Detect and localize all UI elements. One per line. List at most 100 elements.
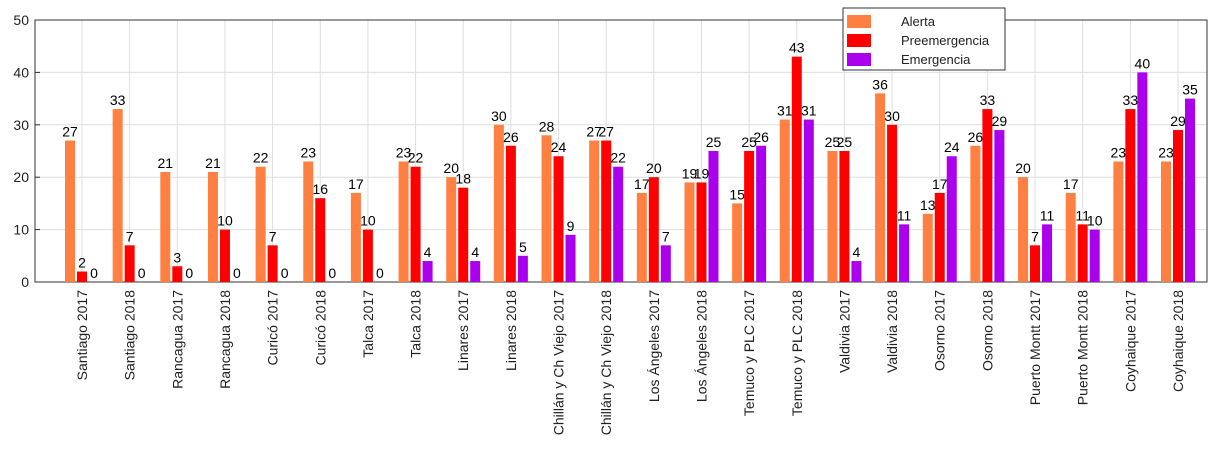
data-label: 29 bbox=[992, 113, 1008, 129]
x-tick-label: Linares 2018 bbox=[503, 290, 519, 371]
data-label: 0 bbox=[376, 265, 384, 281]
bar bbox=[565, 234, 576, 282]
data-label: 21 bbox=[158, 155, 174, 171]
bar bbox=[470, 261, 481, 282]
data-label: 33 bbox=[1123, 92, 1139, 108]
x-tick-label: Linares 2017 bbox=[455, 290, 471, 371]
data-label: 17 bbox=[1063, 176, 1079, 192]
bar bbox=[1089, 229, 1100, 282]
legend-label: Alerta bbox=[901, 14, 936, 29]
data-label: 17 bbox=[634, 176, 650, 192]
bar bbox=[994, 130, 1005, 282]
bar bbox=[982, 109, 993, 282]
data-label: 16 bbox=[312, 181, 328, 197]
y-tick-label: 30 bbox=[13, 117, 29, 133]
data-label: 5 bbox=[519, 239, 527, 255]
bar bbox=[660, 245, 671, 282]
data-label: 7 bbox=[662, 228, 670, 244]
data-label: 10 bbox=[1087, 213, 1103, 229]
data-label: 30 bbox=[884, 108, 900, 124]
bar bbox=[493, 124, 504, 282]
data-label: 0 bbox=[138, 265, 146, 281]
bar bbox=[696, 182, 707, 282]
bar bbox=[255, 166, 266, 282]
data-label: 25 bbox=[837, 134, 853, 150]
bar bbox=[803, 119, 814, 282]
bar bbox=[207, 171, 218, 282]
bar bbox=[505, 145, 516, 282]
bar bbox=[791, 56, 802, 283]
bar bbox=[267, 245, 278, 282]
data-label: 23 bbox=[300, 144, 316, 160]
bar bbox=[160, 171, 171, 282]
data-label: 23 bbox=[1158, 144, 1174, 160]
bar bbox=[1185, 98, 1195, 282]
y-tick-label: 40 bbox=[13, 64, 29, 80]
bar bbox=[827, 151, 838, 282]
x-tick-label: Rancagua 2018 bbox=[217, 290, 233, 389]
x-tick-label: Coyhaique 2017 bbox=[1122, 290, 1138, 392]
bar bbox=[219, 229, 230, 282]
data-label: 4 bbox=[853, 244, 861, 260]
x-tick-label: Rancagua 2017 bbox=[169, 290, 185, 389]
data-label: 2 bbox=[78, 255, 86, 271]
data-label: 22 bbox=[610, 150, 626, 166]
data-label: 15 bbox=[729, 186, 745, 202]
x-tick-label: Curicó 2018 bbox=[312, 290, 328, 366]
x-tick-label: Coyhaique 2018 bbox=[1170, 290, 1186, 392]
x-tick-label: Chillán y Ch Viejo 2017 bbox=[551, 290, 567, 435]
x-tick-label: Curicó 2017 bbox=[265, 290, 281, 366]
data-label: 13 bbox=[920, 197, 936, 213]
bar bbox=[517, 255, 528, 282]
bar bbox=[601, 140, 612, 282]
y-tick-label: 20 bbox=[13, 169, 29, 185]
x-tick-label: Valdivia 2018 bbox=[884, 290, 900, 373]
bar bbox=[744, 151, 755, 282]
x-tick-label: Puerto Montt 2018 bbox=[1075, 290, 1091, 405]
data-label: 26 bbox=[968, 129, 984, 145]
data-label: 20 bbox=[646, 160, 662, 176]
legend-swatch bbox=[847, 53, 871, 66]
data-label: 35 bbox=[1182, 82, 1198, 98]
data-label: 10 bbox=[217, 213, 233, 229]
data-label: 20 bbox=[1015, 160, 1031, 176]
data-label: 11 bbox=[1075, 207, 1090, 223]
data-label: 23 bbox=[396, 144, 412, 160]
data-label: 20 bbox=[443, 160, 459, 176]
x-tick-label: Chillán y Ch Viejo 2018 bbox=[598, 290, 614, 435]
data-label: 26 bbox=[753, 129, 769, 145]
bar bbox=[1018, 177, 1029, 282]
bar bbox=[315, 198, 326, 282]
bar bbox=[458, 187, 469, 282]
data-label: 22 bbox=[253, 150, 269, 166]
data-label: 27 bbox=[586, 124, 602, 140]
x-tick-label: Osorno 2018 bbox=[979, 290, 995, 371]
bar bbox=[613, 166, 624, 282]
x-tick-label: Temuco y PLC 2017 bbox=[741, 290, 757, 416]
bar bbox=[875, 93, 886, 282]
bar bbox=[541, 135, 552, 282]
x-tick-label: Osorno 2017 bbox=[932, 290, 948, 371]
data-label: 40 bbox=[1135, 55, 1151, 71]
bar bbox=[124, 245, 135, 282]
data-label: 7 bbox=[269, 228, 277, 244]
data-label: 10 bbox=[360, 213, 376, 229]
data-label: 36 bbox=[872, 76, 888, 92]
x-tick-label: Temuco y PLC 2018 bbox=[789, 290, 805, 416]
data-label: 24 bbox=[944, 139, 960, 155]
data-label: 28 bbox=[539, 118, 555, 134]
data-label: 11 bbox=[1040, 207, 1055, 223]
data-label: 17 bbox=[348, 176, 364, 192]
bar bbox=[1113, 161, 1124, 282]
data-label: 25 bbox=[825, 134, 841, 150]
bar bbox=[922, 213, 933, 282]
legend-swatch bbox=[847, 34, 871, 47]
x-tick-label: Santiago 2018 bbox=[122, 290, 138, 381]
data-label: 27 bbox=[598, 124, 614, 140]
bar bbox=[362, 229, 373, 282]
bar bbox=[1042, 224, 1053, 282]
data-label: 11 bbox=[897, 207, 912, 223]
data-label: 0 bbox=[281, 265, 289, 281]
data-label: 22 bbox=[408, 150, 424, 166]
